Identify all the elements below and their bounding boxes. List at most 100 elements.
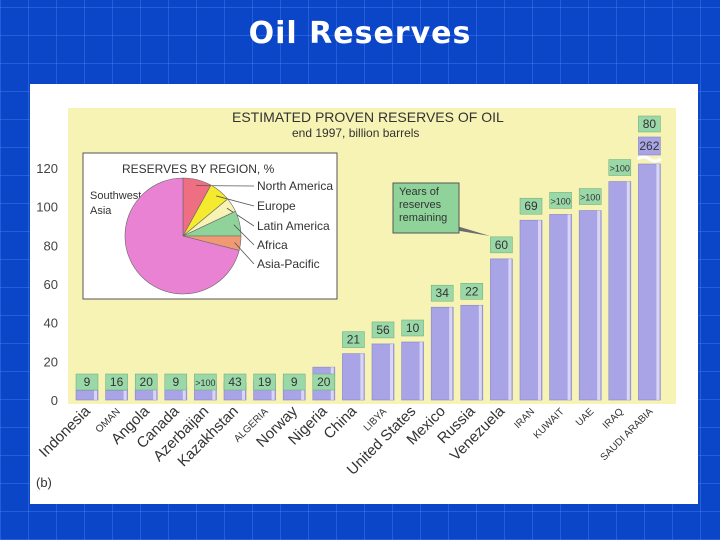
years-label-box (75, 373, 99, 391)
bar-highlight (449, 307, 453, 400)
bar (342, 353, 365, 401)
years-label: 22 (465, 284, 479, 298)
years-label: 16 (110, 375, 124, 389)
bar (105, 390, 128, 401)
years-label-box (490, 236, 513, 254)
bar (608, 181, 632, 401)
years-label: 34 (436, 286, 450, 300)
years-label-box (253, 373, 276, 391)
pie-leader-line (233, 224, 255, 246)
figure-label: (b) (36, 475, 52, 490)
x-tick-label: UAE (574, 406, 597, 429)
chart-subtitle: end 1997, billion barrels (292, 126, 419, 140)
bar-highlight (390, 343, 393, 400)
bar-highlight (212, 384, 216, 400)
years-label-box (549, 192, 572, 209)
bar-highlight (123, 390, 127, 400)
years-label: >100 (195, 378, 215, 388)
bar (638, 163, 661, 401)
bar-highlight (626, 181, 630, 400)
years-label-box (134, 373, 158, 391)
years-label-box (578, 188, 602, 205)
years-label-box (194, 373, 217, 391)
years-label-box (460, 283, 484, 300)
bar-highlight (538, 220, 541, 400)
bar-highlight (242, 382, 245, 400)
bar-highlight (656, 164, 660, 400)
years-label-box (342, 331, 365, 348)
bar-break-mark (636, 155, 663, 163)
callout-box (392, 182, 460, 234)
x-axis-labels: Indonesia OMANAngolaCanadaAzerbaijanKazak… (36, 402, 656, 478)
pie-southwest-label: Southwest (90, 190, 141, 202)
bar-highlight (478, 305, 482, 400)
slide-title: Oil Reserves (248, 16, 472, 51)
bar-highlight (419, 342, 423, 400)
pie-legend-label: Africa (257, 238, 288, 252)
years-label-box (312, 373, 336, 391)
x-tick-label: IRAQ (601, 406, 626, 431)
years-label: >100 (610, 164, 630, 174)
callout-text: Years of reserves remaining (399, 186, 447, 224)
bar-highlight (182, 386, 186, 400)
bar-highlight (567, 214, 571, 400)
pie-slice (124, 177, 240, 295)
pie-title: RESERVES BY REGION, % (122, 162, 275, 176)
bar-break-segment (638, 136, 661, 156)
x-tick-label: SAUDI ARABIA (599, 406, 656, 463)
x-tick-label: IRAN (512, 406, 537, 431)
years-label-box (401, 319, 424, 337)
years-label: 56 (376, 323, 390, 337)
years-label: 9 (172, 375, 179, 389)
years-label: 10 (406, 321, 420, 335)
x-tick-label: KUWAIT (532, 406, 567, 441)
years-label-box (608, 159, 632, 176)
years-label: >100 (580, 193, 600, 203)
years-label: 21 (347, 333, 361, 347)
x-tick-label: Indonesia (36, 402, 94, 460)
pie-leader-line (226, 207, 255, 227)
chart-title: ESTIMATED PROVEN RESERVES OF OIL (232, 109, 504, 125)
bar-highlight (153, 388, 157, 400)
years-label-box (638, 115, 661, 133)
bar-highlight (94, 390, 97, 400)
pie-leader-line (216, 195, 255, 207)
chart-figure: ESTIMATED PROVEN RESERVES OF OIL end 199… (30, 84, 698, 504)
bar-highlight (597, 210, 601, 400)
pie-legend-label: Europe (257, 199, 296, 213)
years-label: 9 (84, 375, 91, 389)
y-tick-label: 40 (44, 316, 58, 331)
years-label-box (282, 373, 306, 391)
pie-southwest-label-2: Asia (90, 205, 112, 217)
bar (75, 390, 99, 401)
years-label: 43 (228, 375, 242, 389)
bar (490, 258, 513, 401)
y-axis: 0 20 40 60 80 100 120 (36, 161, 58, 408)
y-tick-label: 120 (36, 161, 58, 176)
bar (460, 304, 484, 401)
years-label: 20 (140, 375, 154, 389)
years-label: 19 (258, 375, 272, 389)
bar (430, 306, 454, 401)
years-label-box (430, 284, 454, 302)
years-label: 80 (643, 117, 657, 131)
years-label: 9 (291, 375, 298, 389)
y-tick-label: 80 (44, 238, 58, 253)
bar (549, 214, 572, 401)
years-label-box (223, 373, 247, 391)
oil-reserves-chart: ESTIMATED PROVEN RESERVES OF OIL end 199… (36, 108, 676, 490)
bar (578, 210, 602, 401)
bar (401, 341, 424, 401)
years-label-box (164, 373, 188, 391)
bar-highlight (508, 258, 512, 400)
bar (371, 343, 395, 401)
bar-highlight (360, 353, 364, 400)
y-tick-label: 20 (44, 354, 58, 369)
years-label: 60 (495, 238, 509, 252)
pie-leader-line (234, 242, 255, 265)
pie-legend-label: Asia-Pacific (257, 257, 320, 271)
years-label-box (371, 321, 395, 339)
years-label-box (519, 197, 543, 215)
years-label: 69 (524, 199, 538, 213)
bar-break-value: 262 (639, 139, 659, 153)
